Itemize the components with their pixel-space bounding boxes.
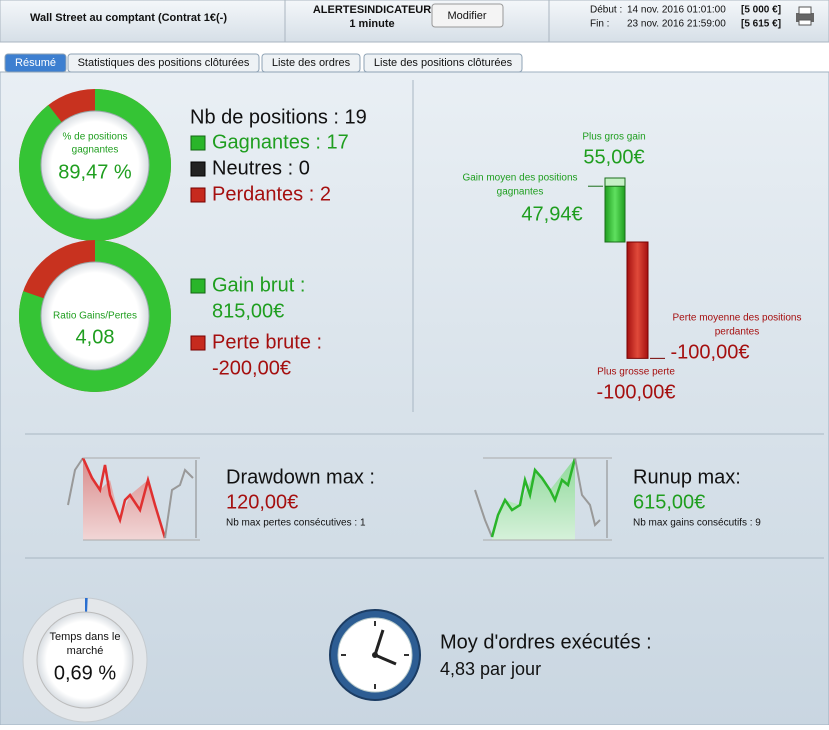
- runup-value: 615,00€: [633, 491, 705, 513]
- gross-gain-label: Gain brut :: [212, 274, 305, 296]
- runup-note: Nb max gains consécutifs : 9: [633, 518, 761, 529]
- time-label: marché: [67, 645, 104, 657]
- gross-loss-label: Perte brute :: [212, 331, 322, 353]
- max-gain-label: Plus gros gain: [582, 132, 645, 143]
- modify-label[interactable]: Modifier: [447, 10, 486, 22]
- end-date: 23 nov. 2016 21:59:00: [627, 19, 726, 30]
- orders-label: Moy d'ordres exécutés :: [440, 631, 652, 653]
- legend-swatch: [191, 279, 205, 293]
- drawdown-note: Nb max pertes consécutives : 1: [226, 518, 366, 529]
- runup-label: Runup max:: [633, 466, 741, 488]
- drawdown-value: 120,00€: [226, 491, 298, 513]
- donut-label: Ratio Gains/Pertes: [53, 311, 137, 322]
- ratio: 4,08: [76, 326, 115, 348]
- avg-loss: -100,00€: [671, 341, 750, 363]
- avg-gain: 47,94€: [521, 203, 582, 225]
- winners: Gagnantes : 17: [212, 131, 349, 153]
- avg-loss-label: perdantes: [715, 327, 759, 338]
- avg-gain-label: Gain moyen des positions: [462, 173, 577, 184]
- max-loss: -100,00€: [597, 381, 676, 403]
- legend-swatch: [191, 336, 205, 350]
- donut-label: % de positions: [62, 132, 127, 143]
- time-value: 0,69 %: [54, 662, 116, 684]
- alert-period: 1 minute: [349, 18, 394, 30]
- legend-swatch: [191, 162, 205, 176]
- gross-loss: -200,00€: [212, 357, 291, 379]
- avg-loss-label: Perte moyenne des positions: [673, 313, 802, 324]
- max-gain: 55,00€: [583, 146, 644, 168]
- tab-label[interactable]: Liste des positions clôturées: [374, 57, 513, 69]
- title: Wall Street au comptant (Contrat 1€(-): [30, 12, 227, 24]
- start-label: Début :: [590, 5, 622, 16]
- donut-inner: [37, 612, 133, 708]
- neutral: Neutres : 0: [212, 157, 310, 179]
- end-capital: [5 615 €]: [741, 19, 781, 30]
- legend-swatch: [191, 188, 205, 202]
- win-rate: 89,47 %: [58, 161, 132, 183]
- tab-label[interactable]: Résumé: [15, 57, 56, 69]
- end-label: Fin :: [590, 19, 609, 30]
- total-positions: Nb de positions : 19: [190, 106, 367, 128]
- clock-icon: [330, 610, 420, 700]
- tab-label[interactable]: Statistiques des positions clôturées: [78, 57, 250, 69]
- print-icon[interactable]: [796, 7, 814, 25]
- max-loss-label: Plus grosse perte: [597, 367, 675, 378]
- orders-value: 4,83 par jour: [440, 659, 541, 679]
- donut-label: gagnantes: [72, 145, 119, 156]
- legend-swatch: [191, 136, 205, 150]
- max-loss-bar: [627, 242, 648, 358]
- gross-gain: 815,00€: [212, 300, 284, 322]
- avg-gain-label: gagnantes: [497, 187, 544, 198]
- tab-label[interactable]: Liste des ordres: [272, 57, 351, 69]
- start-date: 14 nov. 2016 01:01:00: [627, 5, 726, 16]
- start-capital: [5 000 €]: [741, 5, 781, 16]
- losers: Perdantes : 2: [212, 183, 331, 205]
- time-label: Temps dans le: [50, 631, 121, 643]
- avg-gain-bar: [605, 186, 625, 242]
- drawdown-label: Drawdown max :: [226, 466, 375, 488]
- alert-name: ALERTESINDICATEUR: [313, 4, 431, 16]
